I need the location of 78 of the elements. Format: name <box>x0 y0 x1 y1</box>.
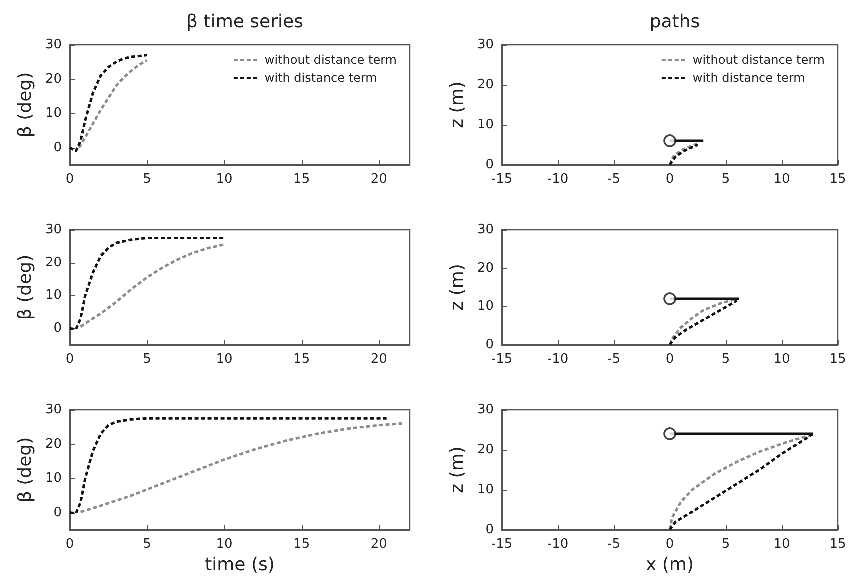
y-axis-title: β (deg) <box>15 72 36 138</box>
line-series <box>68 236 226 331</box>
x-tick-label: 5 <box>143 537 152 552</box>
x-tick-label: 20 <box>370 537 388 552</box>
x-tick-label: 0 <box>666 537 674 552</box>
x-tick-label: 5 <box>722 352 730 367</box>
legend-label: without distance term <box>692 53 826 67</box>
y-tick-label: 0 <box>486 338 494 352</box>
x-tick-label: 10 <box>216 537 233 552</box>
y-tick-label: 0 <box>486 522 494 538</box>
y-tick-label: 30 <box>45 222 62 238</box>
x-tick-label: 10 <box>774 352 790 367</box>
y-tick-label: 20 <box>477 78 494 92</box>
x-tick-label: 15 <box>294 172 310 187</box>
legend-label: without distance term <box>264 53 398 67</box>
y-axis-title: z (m) <box>447 82 468 128</box>
y-tick-label: 30 <box>45 38 62 52</box>
line-series <box>78 59 149 150</box>
x-tick-label: -10 <box>547 172 569 187</box>
x-tick-label: 5 <box>722 537 730 552</box>
x-tick-label: -5 <box>608 537 620 552</box>
y-tick-label: 20 <box>45 72 62 87</box>
y-tick-label: 10 <box>477 482 494 498</box>
x-tick-label: 5 <box>143 352 152 367</box>
y-tick-label: 30 <box>477 38 494 52</box>
chart-title: β time series <box>186 12 304 32</box>
x-tick-label: 15 <box>830 172 846 187</box>
x-axis-title: time (s) <box>205 554 275 576</box>
x-tick-label: 0 <box>66 352 74 367</box>
y-axis-title: z (m) <box>447 264 468 311</box>
y-tick-label: 0 <box>486 158 494 172</box>
x-tick-label: 0 <box>666 352 674 367</box>
x-tick-label: 10 <box>774 172 790 187</box>
y-tick-label: 10 <box>45 106 62 122</box>
y-tick-label: 20 <box>45 436 62 452</box>
chart-title: paths <box>650 12 700 32</box>
legend-label: with distance term <box>264 71 378 85</box>
x-tick-label: 5 <box>722 172 730 187</box>
x-tick-label: -15 <box>491 537 513 552</box>
x-tick-label: -10 <box>547 352 569 367</box>
x-tick-label: 20 <box>370 172 388 187</box>
y-axis-title: β (deg) <box>15 437 36 503</box>
x-tick-label: -5 <box>608 352 620 367</box>
y-tick-label: 30 <box>45 402 62 418</box>
x-axis-title: x (m) <box>646 554 694 576</box>
y-tick-label: 0 <box>54 140 62 156</box>
x-tick-label: 15 <box>830 352 846 367</box>
x-tick-label: 15 <box>294 352 310 367</box>
x-tick-label: 0 <box>66 537 74 552</box>
line-series <box>80 244 226 328</box>
x-tick-label: 15 <box>294 537 310 552</box>
y-tick-label: 30 <box>477 402 494 418</box>
y-axis-title: z (m) <box>447 446 468 494</box>
x-tick-label: 0 <box>66 172 74 187</box>
x-tick-label: 5 <box>143 172 152 187</box>
y-tick-label: 10 <box>477 299 494 314</box>
y-tick-label: 10 <box>45 471 62 486</box>
x-tick-label: -15 <box>491 172 513 187</box>
y-tick-label: 20 <box>477 442 494 458</box>
x-tick-label: -10 <box>547 537 569 552</box>
x-tick-label: -5 <box>608 172 620 187</box>
x-tick-label: 15 <box>830 537 846 552</box>
y-tick-label: 0 <box>54 321 62 336</box>
y-tick-label: 20 <box>477 260 494 276</box>
y-axis-title: β (deg) <box>15 254 36 320</box>
x-tick-label: 20 <box>370 352 388 367</box>
y-tick-label: 0 <box>54 505 62 520</box>
y-tick-label: 20 <box>45 255 62 270</box>
x-tick-label: -15 <box>491 352 513 367</box>
x-tick-label: 10 <box>774 537 790 552</box>
y-tick-label: 30 <box>477 222 494 238</box>
legend-label: with distance term <box>692 71 806 85</box>
line-series <box>68 54 149 153</box>
x-tick-label: 10 <box>216 172 233 187</box>
x-tick-label: 0 <box>666 172 674 187</box>
y-tick-label: 10 <box>477 118 494 132</box>
x-tick-label: 10 <box>216 352 233 367</box>
y-tick-label: 10 <box>45 288 62 304</box>
